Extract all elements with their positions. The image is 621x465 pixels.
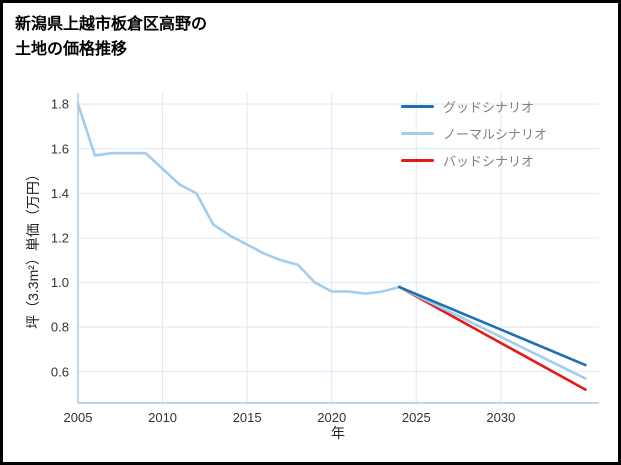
chart-title-line-1: 新潟県上越市板倉区高野の: [15, 16, 208, 33]
series-line-good: [398, 285, 587, 367]
x-tick-label: 2025: [402, 410, 431, 425]
y-tick-label: 1.6: [51, 141, 69, 156]
x-tick-label: 2005: [64, 410, 93, 425]
legend-swatch-good: [401, 104, 434, 108]
x-tick-label: 2010: [148, 410, 177, 425]
y-tick-label: 1.2: [51, 230, 69, 245]
x-tick-label: 2030: [486, 410, 515, 425]
legend-item-good: グッドシナリオ: [401, 97, 547, 115]
legend-label-normal: ノーマルシナリオ: [443, 126, 548, 142]
series-line-normal: [398, 285, 587, 380]
x-axis-label: 年: [331, 425, 345, 441]
y-tick-label: 0.8: [51, 320, 69, 335]
x-tick-label: 2020: [317, 410, 346, 425]
legend-swatch-bad: [401, 158, 434, 162]
x-tick-label: 2015: [233, 410, 262, 425]
y-tick-label: 1.8: [51, 97, 69, 112]
legend-item-bad: バッドシナリオ: [401, 151, 547, 169]
y-tick-label: 0.6: [51, 364, 69, 379]
legend-label-good: グッドシナリオ: [443, 99, 535, 115]
legend-swatch-normal: [401, 131, 434, 135]
chart-title: 新潟県上越市板倉区高野の 土地の価格推移: [15, 13, 207, 63]
y-tick-label: 1.0: [51, 275, 69, 290]
y-tick-label: 1.4: [51, 186, 69, 201]
legend-item-normal: ノーマルシナリオ: [401, 124, 547, 142]
series-line-historical: [76, 102, 401, 296]
legend-label-bad: バッドシナリオ: [443, 153, 535, 169]
chart-title-line-2: 土地の価格推移: [15, 40, 128, 58]
chart-legend: グッドシナリオ ノーマルシナリオ バッドシナリオ: [401, 97, 547, 169]
y-axis-label: 坪（3.3m²）単価（万円）: [25, 167, 41, 329]
series-line-bad: [398, 285, 587, 391]
price-line-chart: 0.6 0.8 1.0 1.2 1.4 1.6 1.8 2005 2010 2015 2020 202…: [51, 93, 599, 425]
